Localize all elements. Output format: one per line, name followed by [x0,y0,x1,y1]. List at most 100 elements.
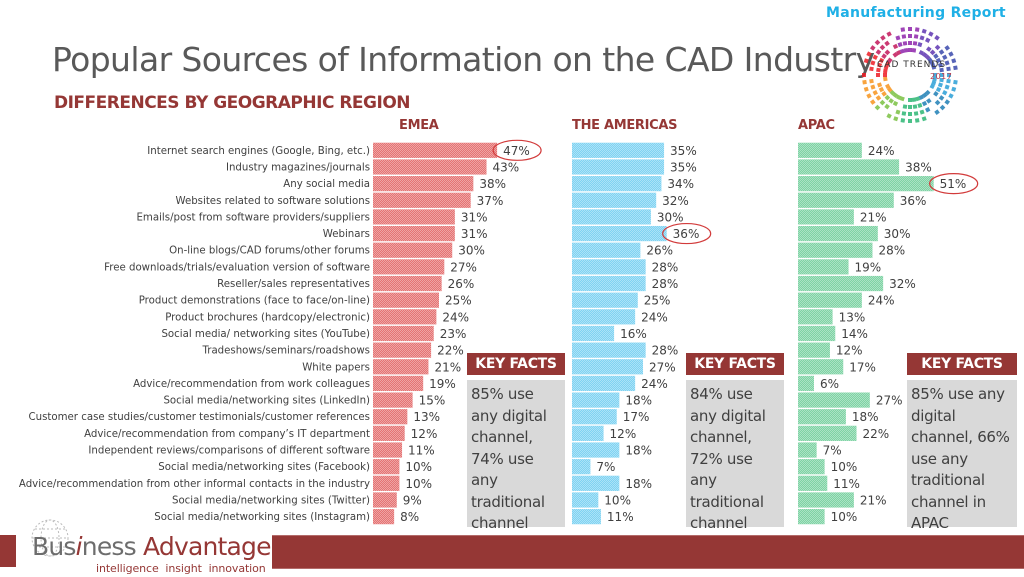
logo-segment [921,100,928,107]
category-label: Customer case studies/customer testimoni… [29,412,370,423]
brand-logo: Business Advantage [32,532,271,561]
value-label-americas: 17% [623,410,650,424]
category-label: Free downloads/trials/evaluation version… [104,262,370,273]
logo-segment [944,45,951,51]
logo-segment [886,57,893,64]
value-label-apac: 32% [889,277,916,291]
logo-segment [886,31,892,37]
logo-segment [947,73,951,77]
value-label-apac: 14% [841,327,868,341]
logo-segment [895,109,901,115]
logo-segment [927,57,934,64]
value-label-americas: 34% [667,177,694,191]
brand-tagline: intelligence insight innovation [96,562,266,575]
value-label-apac: 6% [820,377,839,391]
bar-texture-emea [373,342,432,358]
value-label-apac: 21% [860,210,887,224]
bar-texture-apac [798,142,862,158]
value-label-emea: 37% [477,194,504,208]
logo-segment [939,67,944,73]
page-title: Popular Sources of Information on the CA… [52,40,875,79]
bar-texture-emea [373,375,424,392]
logo-segment [892,100,899,107]
logo-segment [935,57,942,64]
logo-segment [942,90,948,96]
logo-segment [953,65,958,71]
key-facts-text: 85% use any digital channel, 74% use any… [467,380,565,532]
logo-segment [913,111,919,116]
bar-texture-emea [373,176,474,192]
logo-segment [878,86,885,93]
value-label-americas: 18% [625,444,652,458]
logo-segment [901,111,907,116]
value-label-emea: 43% [493,160,520,174]
bar-texture-americas [572,475,620,491]
value-label-emea: 22% [437,344,464,358]
value-label-emea: 13% [413,410,440,424]
value-label-emea: 30% [458,244,485,258]
category-label: Product brochures (hardcopy/electronic) [165,312,370,323]
value-label-apac: 19% [855,260,882,274]
bar-texture-emea [373,292,439,308]
value-label-americas: 11% [607,510,634,524]
category-label: Independent reviews/comparisons of diffe… [88,446,370,457]
bar-texture-emea [373,425,405,441]
logo-segment [931,80,937,86]
logo-segment [908,41,912,45]
logo-segment [951,86,957,92]
bar-texture-americas [572,409,617,425]
category-label: Social media/networking sites (Twitter) [172,495,370,506]
value-label-apac: 24% [868,294,895,308]
bar-texture-apac [798,242,873,258]
logo-segment [878,57,885,64]
bar-texture-emea [373,392,413,408]
logo-segment [929,60,935,67]
category-label: Social media/networking sites (Facebook) [158,462,370,473]
logo-segment [863,58,869,64]
bar-texture-emea [373,242,453,258]
brand-text-i: i [75,532,83,561]
logo-segment [869,78,874,84]
logo-segment [881,53,887,59]
footer-bar-right [272,535,1024,569]
logo-segment [883,64,889,70]
category-label: Product demonstrations (face to face/on-… [139,296,370,307]
bar-texture-americas [572,292,638,308]
key-facts-emea: KEY FACTS 85% use any digital channel, 7… [467,353,565,532]
value-label-emea: 21% [434,360,461,374]
bar-texture-emea [373,275,442,292]
logo-segment [917,42,923,48]
logo-segment [942,54,948,60]
logo-segment [883,73,887,77]
bar-texture-emea [373,259,445,275]
bar-texture-apac [798,292,862,308]
bar-texture-americas [572,325,615,342]
bar-texture-apac [798,225,878,242]
logo-segment [869,99,876,105]
logo-segment [932,76,937,82]
bar-texture-apac [798,409,846,425]
logo-segment [884,40,890,47]
bar-texture-emea [373,409,408,425]
category-label: Internet search engines (Google, Bing, e… [147,146,370,157]
bar-texture-americas [572,242,641,258]
value-label-apac: 17% [849,360,876,374]
logo-segment [933,53,939,59]
logo-segment [899,48,905,54]
logo-segment [911,97,917,102]
logo-segment [869,66,874,72]
category-label: Emails/post from software providers/supp… [137,212,371,223]
bar-texture-emea [373,225,455,242]
logo-segment [926,98,932,104]
footer-bar-left [0,535,16,567]
logo-segment [918,50,925,56]
logo-segment [872,54,878,60]
bar-texture-apac [798,309,833,325]
bar-texture-americas [572,509,601,525]
logo-segment [862,73,866,77]
value-label-americas: 26% [646,244,673,258]
logo-segment [913,34,919,39]
value-label-apac: 22% [863,427,890,441]
logo-segment [944,60,950,66]
